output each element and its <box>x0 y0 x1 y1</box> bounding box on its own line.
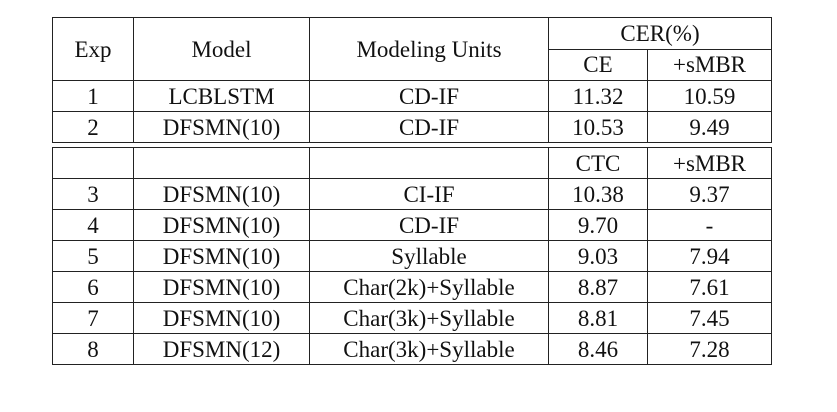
cell-model: DFSMN(10) <box>133 271 310 303</box>
cell-value-2: 9.49 <box>647 111 772 143</box>
table-row: 6 DFSMN(10) Char(2k)+Syllable 8.87 7.61 <box>52 271 772 303</box>
cell-model: DFSMN(10) <box>133 302 310 334</box>
section2-header-exp <box>52 147 134 179</box>
cell-units: Syllable <box>309 240 549 272</box>
cell-value-1: 8.46 <box>548 333 648 365</box>
section2-header-units <box>309 147 549 179</box>
cell-exp: 7 <box>52 302 134 334</box>
cell-model: DFSMN(12) <box>133 333 310 365</box>
cell-model: DFSMN(10) <box>133 178 310 210</box>
cell-value-1: 10.38 <box>548 178 648 210</box>
header-subrow: CE +sMBR <box>53 48 772 81</box>
header-metric: CER(%) <box>548 17 772 50</box>
cell-exp: 8 <box>52 333 134 365</box>
cell-value-1: 10.53 <box>548 111 648 143</box>
cell-value-1: 9.03 <box>548 240 648 272</box>
header-exp: Exp <box>52 17 134 81</box>
cell-value-2: 7.61 <box>647 271 772 303</box>
cell-model: DFSMN(10) <box>133 111 310 143</box>
cell-units: Char(3k)+Syllable <box>309 302 549 334</box>
section2-header-sub-1: CTC <box>548 147 648 179</box>
cell-exp: 6 <box>52 271 134 303</box>
cell-exp: 2 <box>52 111 134 143</box>
header-sub-1: CE <box>548 48 648 81</box>
cell-value-1: 11.32 <box>548 80 648 112</box>
cell-value-1: 8.87 <box>548 271 648 303</box>
cell-units: CD-IF <box>309 111 549 143</box>
header-row: Exp Model Modeling Units CER(%) <box>52 17 772 81</box>
cell-value-1: 9.70 <box>548 209 648 241</box>
cell-value-2: 7.28 <box>647 333 772 365</box>
table-row: 7 DFSMN(10) Char(3k)+Syllable 8.81 7.45 <box>52 302 772 334</box>
table-row: 8 DFSMN(12) Char(3k)+Syllable 8.46 7.28 <box>52 333 772 365</box>
cell-exp: 4 <box>52 209 134 241</box>
cell-value-2: 7.94 <box>647 240 772 272</box>
cell-value-2: 7.45 <box>647 302 772 334</box>
cell-value-2: 9.37 <box>647 178 772 210</box>
table-row: 1 LCBLSTM CD-IF 11.32 10.59 <box>52 80 772 112</box>
cell-units: CD-IF <box>309 80 549 112</box>
table-row: 2 DFSMN(10) CD-IF 10.53 9.49 <box>52 111 772 143</box>
cell-value-2: - <box>647 209 772 241</box>
header-sub-2: +sMBR <box>647 48 772 81</box>
cell-exp: 3 <box>52 178 134 210</box>
cell-model: DFSMN(10) <box>133 209 310 241</box>
cell-value-1: 8.81 <box>548 302 648 334</box>
table-row: 5 DFSMN(10) Syllable 9.03 7.94 <box>52 240 772 272</box>
cell-units: Char(2k)+Syllable <box>309 271 549 303</box>
cell-value-2: 10.59 <box>647 80 772 112</box>
cell-units: CI-IF <box>309 178 549 210</box>
header-model: Model <box>133 17 310 81</box>
results-table: Exp Model Modeling Units CER(%) CE +sMBR… <box>52 17 772 365</box>
cell-units: CD-IF <box>309 209 549 241</box>
cell-units: Char(3k)+Syllable <box>309 333 549 365</box>
cell-exp: 5 <box>52 240 134 272</box>
cell-model: LCBLSTM <box>133 80 310 112</box>
section2-header-row: CTC +sMBR <box>52 147 772 179</box>
table-row: 3 DFSMN(10) CI-IF 10.38 9.37 <box>52 178 772 210</box>
cell-exp: 1 <box>52 80 134 112</box>
cell-model: DFSMN(10) <box>133 240 310 272</box>
header-modeling-units: Modeling Units <box>309 17 549 81</box>
section2-header-model <box>133 147 310 179</box>
table-row: 4 DFSMN(10) CD-IF 9.70 - <box>52 209 772 241</box>
section2-header-sub-2: +sMBR <box>647 147 772 179</box>
